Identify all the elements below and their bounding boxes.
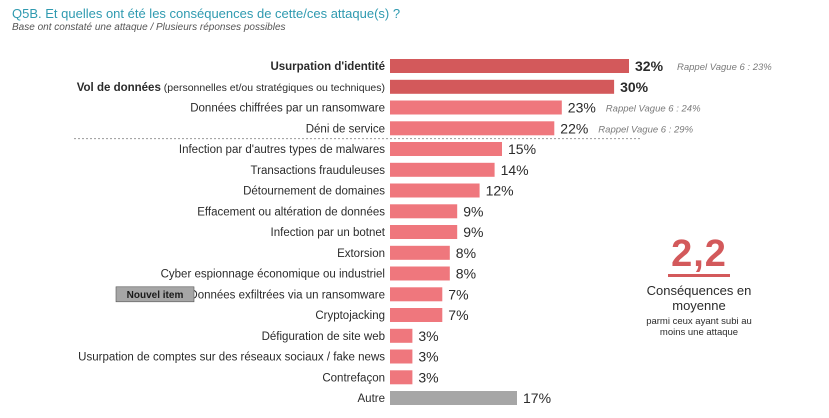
category-label-text: Usurpation de comptes sur des réseaux so…	[78, 352, 385, 364]
bar	[390, 287, 443, 302]
category-label: Transactions frauduleuses	[251, 165, 386, 177]
value-label: 12%	[486, 183, 514, 199]
category-label: Vol de données (personnelles et/ou strat…	[77, 82, 385, 94]
category-label-text: Données chiffrées par un ransomware	[190, 103, 385, 115]
chart-subtitle: Base ont constaté une attaque / Plusieur…	[12, 22, 286, 33]
category-label: Données exfiltrées via un ransomware	[189, 289, 385, 301]
bar	[390, 79, 615, 94]
category-label-text: Contrefaçon	[322, 372, 385, 384]
bar	[390, 100, 562, 115]
category-label: Extorsion	[337, 248, 385, 260]
bar	[390, 225, 458, 239]
bar	[390, 349, 413, 364]
average-callout: 2,2 Conséquences en moyenne parmi ceux a…	[640, 234, 758, 338]
new-item-badge-label: Nouvel item	[127, 290, 184, 301]
value-label: 9%	[463, 224, 483, 240]
category-label: Détournement de domaines	[243, 186, 385, 198]
bar	[390, 391, 517, 405]
value-label: 22%	[560, 120, 588, 136]
category-label: Contrefaçon	[322, 372, 385, 384]
category-label: Cryptojacking	[315, 310, 385, 322]
value-label: 8%	[456, 266, 476, 282]
bar	[390, 245, 450, 260]
value-label: 3%	[418, 349, 438, 365]
category-label-text: Transactions frauduleuses	[251, 165, 386, 177]
average-label: Conséquences en moyenne	[646, 283, 752, 313]
bar	[390, 328, 413, 343]
category-label-text: Autre	[358, 393, 386, 405]
category-label-bold: Vol de données	[77, 82, 161, 94]
value-label: 7%	[448, 307, 468, 323]
value-label: 3%	[418, 369, 438, 385]
category-label: Données chiffrées par un ransomware	[190, 103, 385, 115]
value-label: 30%	[620, 79, 649, 95]
category-label-text: Infection par un botnet	[271, 227, 386, 239]
bar	[390, 121, 555, 136]
category-label: Déni de service	[306, 123, 385, 135]
value-label: 14%	[501, 162, 529, 178]
bar	[390, 142, 502, 156]
value-label: 15%	[508, 141, 536, 157]
category-label-text: (personnelles et/ou stratégiques ou tech…	[161, 82, 385, 94]
category-label: Infection par un botnet	[271, 227, 386, 239]
new-item-badge	[115, 286, 195, 303]
bar	[390, 59, 629, 73]
bar	[390, 183, 480, 198]
bar	[390, 162, 495, 177]
recall-note: Rappel Vague 6 : 24%	[606, 104, 701, 115]
bar	[390, 370, 413, 385]
category-label: Défiguration de site web	[262, 331, 385, 343]
value-label: 17%	[523, 390, 551, 406]
value-label: 7%	[448, 286, 468, 302]
bar	[390, 204, 458, 219]
category-label: Effacement ou altération de données	[197, 206, 385, 218]
category-label-text: Cryptojacking	[315, 310, 385, 322]
category-label: Usurpation d'identité	[270, 61, 385, 73]
category-label: Cyber espionnage économique ou industrie…	[161, 269, 385, 281]
value-label: 9%	[463, 203, 483, 219]
category-label-text: Données exfiltrées via un ransomware	[189, 289, 385, 301]
category-label-text: Détournement de domaines	[243, 186, 385, 198]
value-label: 32%	[635, 58, 664, 74]
value-label: 23%	[568, 100, 596, 116]
value-label: 3%	[418, 328, 438, 344]
category-label-text: Déni de service	[306, 123, 385, 135]
category-label-text: Extorsion	[337, 248, 385, 260]
category-label: Autre	[358, 393, 386, 405]
recall-note: Rappel Vague 6 : 29%	[598, 124, 693, 135]
average-value: 2,2	[671, 233, 727, 275]
category-label-text: Infection par d'autres types de malwares	[179, 144, 385, 156]
value-label: 8%	[456, 245, 476, 261]
chart-title: Q5B. Et quelles ont été les conséquences…	[12, 6, 401, 21]
category-label-text: Défiguration de site web	[262, 331, 385, 343]
recall-note: Rappel Vague 6 : 23%	[677, 62, 772, 73]
average-note: parmi ceux ayant subi au moins une attaq…	[646, 316, 752, 338]
category-label-text: Cyber espionnage économique ou industrie…	[161, 269, 385, 281]
category-label: Infection par d'autres types de malwares	[179, 144, 385, 156]
bar	[390, 266, 450, 281]
category-label-text: Effacement ou altération de données	[197, 206, 385, 218]
category-label: Usurpation de comptes sur des réseaux so…	[78, 352, 385, 364]
bar	[390, 308, 443, 322]
average-underline	[668, 274, 730, 277]
category-label-bold: Usurpation d'identité	[270, 61, 385, 73]
